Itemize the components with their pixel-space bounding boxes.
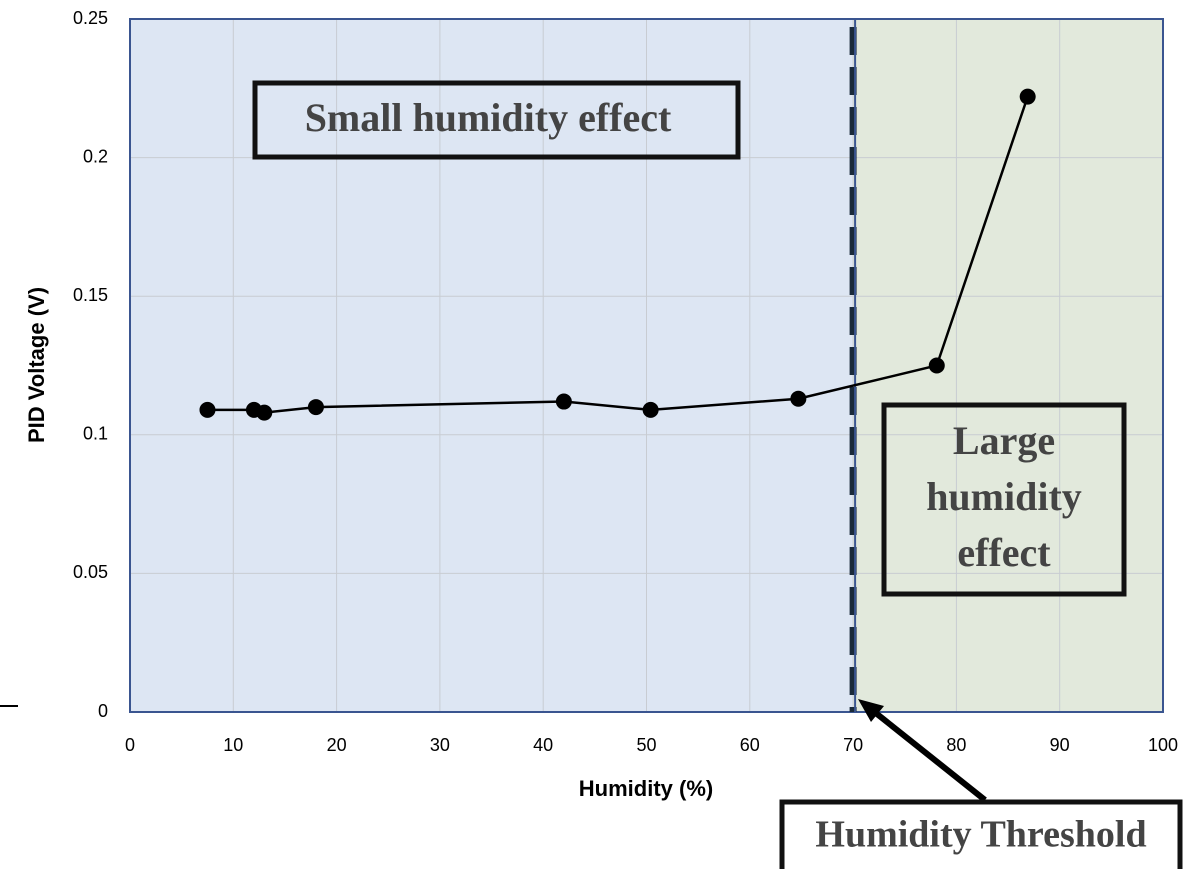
- data-point: [307, 399, 324, 416]
- annotation-box: [881, 402, 1127, 597]
- y-axis-label: PID Voltage (V): [24, 287, 49, 443]
- x-tick-label: 30: [430, 735, 450, 755]
- x-axis-label: Humidity (%): [579, 776, 713, 801]
- arrow-shaft: [870, 707, 987, 803]
- y-tick-label: 0.05: [73, 562, 108, 582]
- annotation-box: [252, 80, 741, 160]
- y-tick-label: 0: [98, 701, 108, 721]
- y-tick-label: 0.2: [83, 146, 108, 166]
- data-point: [790, 390, 807, 407]
- region-small: [130, 19, 854, 712]
- x-tick-label: 10: [223, 735, 243, 755]
- data-point: [555, 393, 572, 410]
- x-tick-label: 20: [327, 735, 347, 755]
- x-tick-label: 60: [740, 735, 760, 755]
- data-point: [256, 404, 273, 421]
- annotation-line: effect: [957, 530, 1051, 575]
- region-large: [853, 19, 1163, 712]
- annotation-box: [779, 799, 1183, 869]
- x-tick-label: 100: [1148, 735, 1178, 755]
- data-point: [199, 401, 216, 418]
- x-tick-label: 40: [533, 735, 553, 755]
- y-tick-label: 0.1: [83, 424, 108, 444]
- x-tick-label: 80: [946, 735, 966, 755]
- annotation-line: humidity: [926, 474, 1082, 519]
- y-tick-label: 0.25: [73, 8, 108, 28]
- x-tick-label: 90: [1050, 735, 1070, 755]
- annotation-small: Small humidity effect: [305, 95, 672, 140]
- data-point: [1019, 88, 1036, 105]
- x-tick-label: 50: [636, 735, 656, 755]
- annotation-large: Large humidity effect: [926, 418, 1082, 575]
- data-point: [928, 357, 945, 374]
- data-point: [642, 401, 659, 418]
- plot-border: [129, 18, 1164, 713]
- y-tick-label: 0.15: [73, 285, 108, 305]
- x-tick-label: 0: [125, 735, 135, 755]
- arrow-head: [858, 699, 884, 722]
- annotation-threshold: Humidity Threshold: [815, 814, 1146, 856]
- x-tick-label: 70: [843, 735, 863, 755]
- annotation-line: Large: [953, 418, 1055, 463]
